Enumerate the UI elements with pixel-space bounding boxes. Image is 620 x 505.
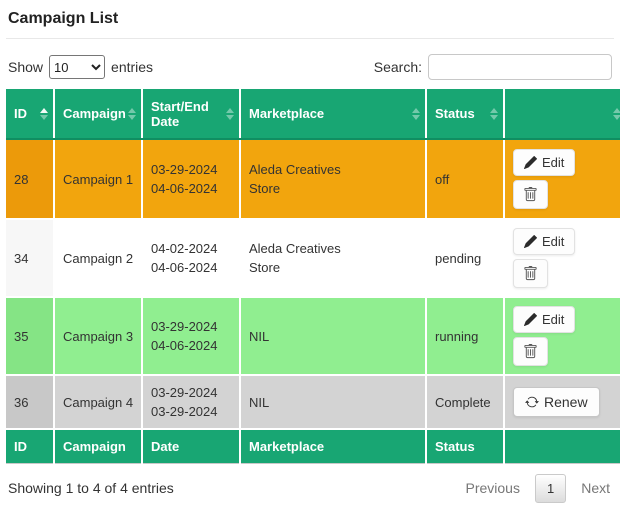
footer-header-campaign: Campaign [54,428,143,463]
show-label: Show [8,59,44,75]
footer-header-id: ID [6,428,55,463]
title-divider [6,38,614,39]
sort-icons [226,107,234,120]
column-header-status[interactable]: Status [426,89,505,140]
delete-button[interactable] [513,180,548,209]
sort-icons [613,107,620,120]
cell-id: 35 [6,296,55,375]
edit-button[interactable]: Edit [513,306,576,333]
delete-button[interactable] [513,259,548,288]
cell-actions: Edit [504,218,620,297]
cell-actions: Edit [504,138,620,219]
footer-header-status: Status [426,428,505,463]
cell-id: 36 [6,374,55,429]
campaign-table: ID Campaign Start/End Date Marketplace S… [6,89,620,464]
table-controls: Show 10 entries Search: [8,54,612,80]
footer-header-actions [504,428,620,463]
cell-status: off [426,138,505,219]
footer-header-marketplace: Marketplace [240,428,427,463]
entries-select[interactable]: 10 [49,55,106,79]
table-footer-row: ID Campaign Date Marketplace Status [6,428,620,463]
footer-header-date: Date [142,428,241,463]
cell-marketplace: NIL [240,296,427,375]
pencil-icon [524,156,537,169]
pagination-previous[interactable]: Previous [465,480,520,496]
sort-icons [490,107,498,120]
edit-button[interactable]: Edit [513,149,576,176]
cell-campaign: Campaign 1 [54,138,143,219]
trash-icon [524,266,537,281]
pencil-icon [524,235,537,248]
cell-id: 28 [6,138,55,219]
cell-status: pending [426,218,505,297]
cell-date: 03-29-2024 04-06-2024 [142,296,241,375]
pagination: Previous 1 Next [464,473,613,503]
trash-icon [524,344,537,359]
search-control: Search: [374,54,612,80]
column-header-date[interactable]: Start/End Date [142,89,241,140]
pagination-next[interactable]: Next [581,480,610,496]
search-input[interactable] [428,54,612,80]
trash-icon [524,187,537,202]
sort-icons [40,107,48,120]
table-row: 35 Campaign 3 03-29-2024 04-06-2024 NIL … [6,296,620,375]
delete-button[interactable] [513,337,548,366]
results-summary: Showing 1 to 4 of 4 entries [8,480,174,496]
refresh-icon [525,396,539,408]
cell-actions: Renew [504,374,620,429]
cell-campaign: Campaign 2 [54,218,143,297]
entries-length-control: Show 10 entries [8,55,153,79]
column-header-marketplace[interactable]: Marketplace [240,89,427,140]
search-label: Search: [373,59,422,75]
column-header-actions[interactable] [504,89,620,140]
cell-actions: Edit [504,296,620,375]
page-title: Campaign List [8,10,119,27]
cell-status: running [426,296,505,375]
cell-campaign: Campaign 3 [54,296,143,375]
table-row: 34 Campaign 2 04-02-2024 04-06-2024 Aled… [6,218,620,297]
pencil-icon [524,313,537,326]
cell-status: Complete [426,374,505,429]
renew-button[interactable]: Renew [513,387,600,417]
table-row: 28 Campaign 1 03-29-2024 04-06-2024 Aled… [6,138,620,219]
table-header-row: ID Campaign Start/End Date Marketplace S… [6,89,620,140]
entries-label: entries [111,59,154,75]
pagination-page-1[interactable]: 1 [534,473,567,503]
cell-marketplace: NIL [240,374,427,429]
cell-id: 34 [6,218,55,297]
sort-icons [412,107,420,120]
cell-date: 03-29-2024 04-06-2024 [142,138,241,219]
cell-date: 04-02-2024 04-06-2024 [142,218,241,297]
cell-marketplace: Aleda Creatives Store [240,218,427,297]
cell-marketplace: Aleda Creatives Store [240,138,427,219]
cell-campaign: Campaign 4 [54,374,143,429]
edit-button[interactable]: Edit [513,228,576,255]
table-info-bar: Showing 1 to 4 of 4 entries Previous 1 N… [8,473,613,503]
sort-icons [128,107,136,120]
cell-date: 03-29-2024 03-29-2024 [142,374,241,429]
table-row: 36 Campaign 4 03-29-2024 03-29-2024 NIL … [6,374,620,429]
column-header-campaign[interactable]: Campaign [54,89,143,140]
column-header-id[interactable]: ID [6,89,55,140]
